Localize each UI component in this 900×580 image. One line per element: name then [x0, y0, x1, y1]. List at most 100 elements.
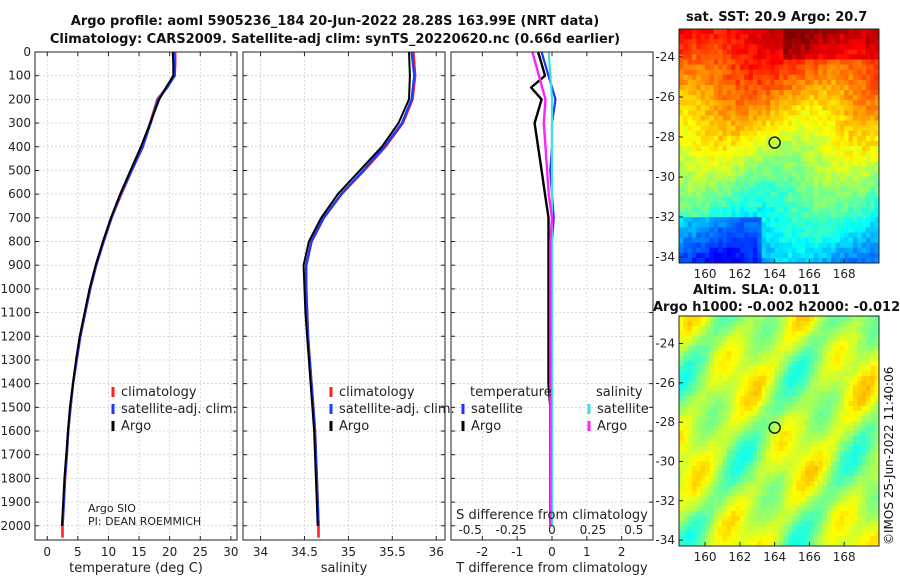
map-cell — [735, 115, 741, 121]
map-cell — [865, 156, 871, 162]
map-cell — [774, 105, 780, 111]
map-cell — [805, 361, 810, 367]
map-cell — [774, 146, 780, 152]
map-cell — [826, 237, 832, 244]
map-cell — [696, 191, 702, 198]
map-cell — [813, 59, 819, 66]
map-cell — [748, 49, 754, 55]
map-cell — [822, 526, 828, 532]
map-cell — [783, 242, 789, 249]
map-cell — [770, 151, 776, 157]
map-cell — [700, 84, 706, 91]
map-cell — [757, 386, 763, 392]
map-cell — [839, 222, 845, 228]
map-cell — [800, 166, 806, 172]
map-cell — [835, 176, 841, 183]
map-cell — [870, 411, 876, 417]
map-cell — [813, 476, 819, 482]
map-cell — [822, 376, 828, 382]
map-cell — [700, 186, 706, 193]
map-cell — [687, 186, 693, 193]
map-cell — [748, 346, 754, 352]
map-cell — [735, 171, 741, 177]
map-cell — [774, 446, 780, 452]
map-cell — [752, 105, 758, 111]
map-cell — [874, 421, 880, 427]
map-cell — [761, 361, 767, 367]
map-cell — [735, 376, 741, 382]
map-cell — [679, 491, 684, 497]
map-cell — [735, 396, 741, 402]
map-cell — [761, 49, 767, 55]
map-cell — [726, 191, 732, 198]
map-cell — [679, 466, 684, 472]
map-cell — [683, 346, 689, 352]
map-cell — [713, 451, 719, 457]
map-cell — [683, 222, 689, 228]
map-cell — [705, 441, 710, 447]
map-cell — [822, 69, 828, 76]
map-cell — [748, 156, 754, 162]
map-cell — [713, 386, 719, 392]
map-cell — [857, 356, 863, 362]
map-cell — [809, 100, 815, 106]
map-cell — [687, 181, 693, 188]
map-cell — [813, 496, 819, 502]
map-cell — [722, 247, 728, 254]
map-cell — [731, 181, 736, 188]
map-cell — [696, 95, 702, 101]
map-cell — [822, 491, 828, 497]
map-cell — [839, 451, 845, 457]
map-cell — [813, 366, 819, 372]
map-cell — [722, 222, 728, 228]
map-cell — [779, 446, 784, 452]
map-cell — [822, 49, 828, 55]
map-cell — [731, 84, 736, 91]
map-cell — [679, 44, 684, 50]
map-cell — [865, 431, 871, 437]
map-cell — [805, 161, 810, 167]
map-cell — [831, 321, 836, 327]
map-cell — [683, 531, 689, 537]
map-cell — [844, 237, 849, 244]
map-cell — [709, 471, 715, 477]
map-cell — [839, 44, 845, 50]
map-cell — [726, 29, 732, 35]
map-cell — [813, 181, 819, 188]
map-cell — [744, 120, 749, 127]
map-cell — [818, 471, 823, 477]
map-cell — [870, 120, 876, 127]
map-cell — [822, 401, 828, 407]
map-cell — [774, 34, 780, 40]
map-cell — [831, 471, 836, 477]
map-cell — [765, 207, 771, 213]
map-cell — [696, 476, 702, 482]
map-cell — [765, 456, 771, 462]
map-cell — [835, 242, 841, 249]
map-cell — [813, 257, 819, 264]
map-cell — [831, 252, 836, 259]
map-cell — [761, 217, 767, 223]
map-cell — [735, 496, 741, 502]
map-cell — [870, 54, 876, 60]
map-cell — [692, 79, 697, 86]
y-tick-label: 1900 — [0, 495, 31, 509]
map-cell — [809, 351, 815, 357]
map-cell — [779, 356, 784, 362]
map-cell — [718, 140, 723, 147]
map-cell — [865, 471, 871, 477]
map-cell — [709, 232, 715, 238]
map-cell — [752, 461, 758, 467]
map-cell — [735, 29, 741, 35]
map-cell — [779, 346, 784, 352]
map-cell — [731, 176, 736, 183]
map-cell — [831, 59, 836, 66]
map-cell — [752, 496, 758, 502]
map-cell — [861, 496, 867, 502]
map-cell — [857, 331, 863, 337]
map-cell — [835, 217, 841, 223]
map-cell — [835, 506, 841, 512]
map-cell — [779, 391, 784, 397]
map-cell — [731, 431, 736, 437]
map-cell — [761, 526, 767, 532]
